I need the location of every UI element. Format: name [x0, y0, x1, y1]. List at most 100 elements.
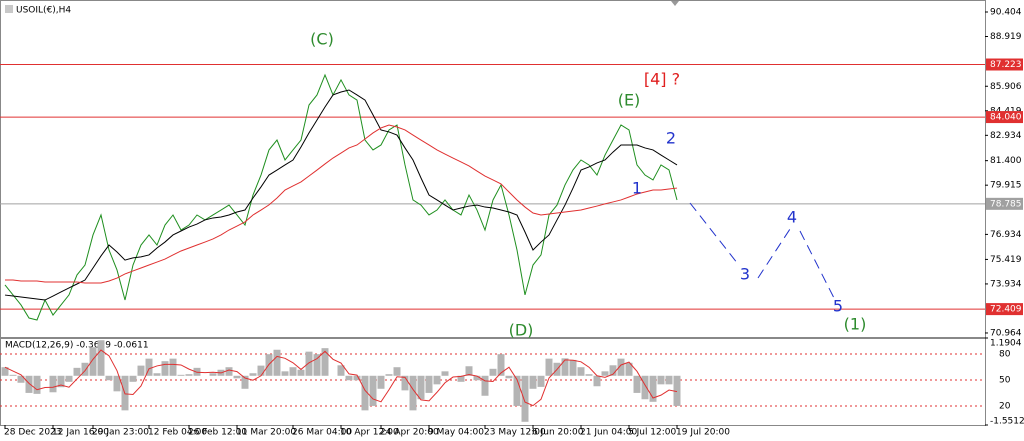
macd-bar: [569, 359, 577, 376]
macd-bar: [641, 375, 649, 400]
price-line: [4, 89, 678, 301]
y-tick-label: 70.964: [990, 328, 1022, 338]
macd-bar: [209, 373, 217, 376]
wave-label: 4: [787, 208, 797, 227]
macd-bar: [409, 375, 417, 411]
macd-bar: [633, 375, 641, 393]
macd-bar: [169, 358, 177, 376]
x-tick-label: 28 Dec 2023: [4, 428, 62, 438]
x-tick-label: 10 Apr 12:00: [340, 428, 399, 438]
wave-label: (C): [310, 30, 334, 49]
macd-bar: [385, 374, 393, 376]
macd-bar: [537, 375, 545, 387]
level-label: 72.409: [990, 305, 1022, 315]
wave-label: 3: [740, 265, 750, 284]
macd-bar: [129, 375, 137, 382]
x-tick-label: 26 Feb 12:00: [188, 428, 247, 438]
macd-bar: [297, 369, 305, 376]
macd-bar: [505, 375, 513, 379]
macd-bar: [465, 366, 473, 376]
macd-bar: [649, 375, 657, 402]
macd-bar: [545, 358, 553, 376]
macd-bar: [105, 375, 113, 381]
macd-bar: [673, 375, 681, 406]
macd-bar: [241, 375, 249, 389]
macd-bar: [617, 358, 625, 376]
macd-bar: [177, 374, 185, 376]
chart-title: USOIL(€),H4: [16, 6, 71, 16]
macd-title: MACD(12,26,9) -0.3639 -0.0611: [5, 341, 149, 351]
macd-panel-frame: [0, 338, 986, 426]
y-tick-label: 88.919: [990, 32, 1022, 42]
macd-bar: [49, 375, 57, 393]
y-tick-label: 81.400: [990, 156, 1022, 166]
macd-bar: [81, 362, 89, 376]
macd-bar: [17, 375, 25, 383]
macd-bar: [401, 375, 409, 391]
macd-bar: [89, 347, 97, 376]
x-tick-label: 6 Jun 20:00: [532, 428, 584, 438]
macd-bar: [9, 374, 17, 376]
macd-bar: [585, 374, 593, 376]
macd-bar: [377, 375, 385, 389]
y-tick-label: 73.934: [990, 279, 1022, 289]
x-tick-label: 12 Feb 04:00: [148, 428, 207, 438]
projection-dash: [689, 202, 739, 265]
macd-bar: [353, 375, 361, 381]
y-tick-label: -1.5512: [990, 417, 1024, 427]
x-tick-label: 19 Jul 20:00: [676, 428, 730, 438]
macd-bar: [73, 367, 81, 376]
macd-bar: [313, 354, 321, 376]
macd-bar: [609, 365, 617, 376]
macd-bar: [153, 373, 161, 376]
macd-bar: [137, 365, 145, 376]
macd-bar: [393, 367, 401, 376]
x-tick-label: 5 Jul 12:00: [628, 428, 677, 438]
x-tick-label: 12 Jan 16:00: [52, 428, 109, 438]
y2-tick-label: 20: [999, 401, 1011, 411]
y-tick-label: 85.906: [990, 82, 1022, 92]
macd-bar: [161, 361, 169, 376]
macd-bar: [65, 375, 73, 382]
price-line: [5, 124, 678, 284]
wave-label: 1: [632, 179, 642, 198]
y-tick-label: 90.404: [990, 7, 1022, 17]
scroll-marker: [671, 1, 679, 6]
macd-bar: [33, 375, 41, 394]
macd-bar: [337, 365, 345, 376]
price-line: [4, 73, 678, 321]
macd-bar: [281, 371, 289, 376]
macd-bar: [225, 367, 233, 376]
macd-bar: [97, 340, 105, 376]
level-label: 78.785: [990, 199, 1022, 209]
signal-line: [4, 349, 678, 407]
level-label-box: [986, 58, 1023, 71]
wave-label: [4] ?: [644, 70, 680, 89]
x-tick-label: 26 Mar 04:00: [292, 428, 352, 438]
macd-bar: [361, 375, 369, 411]
y-tick-label: 1.1904: [990, 339, 1022, 349]
x-tick-label: 24 Apr 20:00: [380, 428, 439, 438]
level-label-box: [986, 111, 1023, 124]
macd-bar: [289, 367, 297, 376]
main-panel-frame: [0, 0, 986, 338]
macd-bar: [249, 373, 257, 376]
level-label: 84.040: [990, 113, 1022, 123]
macd-bar: [601, 371, 609, 376]
symbol-icon: [5, 5, 13, 13]
macd-bar: [305, 351, 313, 376]
wave-label: (E): [618, 91, 641, 110]
level-label-box: [986, 303, 1023, 316]
macd-bar: [273, 349, 281, 376]
macd-bar: [665, 375, 673, 385]
y-tick-label: 82.934: [990, 131, 1022, 141]
macd-bar: [433, 375, 441, 385]
wave-label: (D): [509, 321, 534, 340]
macd-bar: [577, 367, 585, 376]
macd-bar: [145, 358, 153, 376]
macd-bar: [425, 375, 433, 393]
macd-bar: [441, 371, 449, 376]
projection-dash: [757, 228, 791, 279]
macd-bar: [481, 375, 489, 396]
macd-bar: [625, 362, 633, 376]
